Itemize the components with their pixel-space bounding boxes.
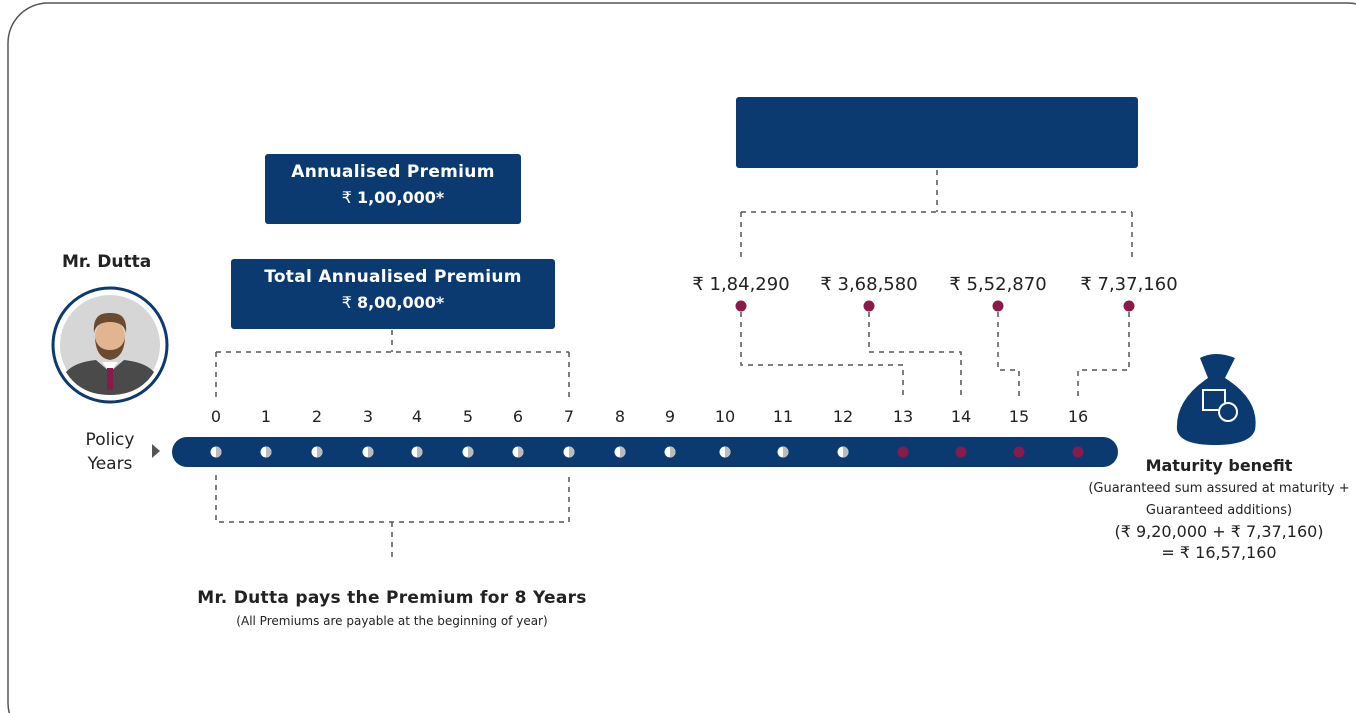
timeline-dot bbox=[363, 447, 374, 458]
year-label: 3 bbox=[348, 407, 388, 426]
header-box bbox=[736, 97, 1138, 168]
maturity-line: (₹ 9,20,000 + ₹ 7,37,160) bbox=[1082, 522, 1356, 542]
box-title: Annualised Premium bbox=[265, 162, 521, 182]
timeline-dot bbox=[838, 447, 849, 458]
payout-amount: ₹ 5,52,870 bbox=[928, 274, 1068, 295]
year-label: 14 bbox=[941, 407, 981, 426]
year-label: 12 bbox=[823, 407, 863, 426]
timeline-dot bbox=[898, 447, 909, 458]
year-label: 6 bbox=[498, 407, 538, 426]
timeline-dot bbox=[412, 447, 423, 458]
year-label: 4 bbox=[397, 407, 437, 426]
year-label: 13 bbox=[883, 407, 923, 426]
payout-dot bbox=[993, 301, 1004, 312]
currency: ₹ bbox=[342, 293, 352, 312]
payment-note: Mr. Dutta pays the Premium for 8 Years (… bbox=[92, 588, 692, 628]
amount: 1,00,000* bbox=[357, 188, 444, 207]
year-label: 2 bbox=[297, 407, 337, 426]
timeline-dot bbox=[564, 447, 575, 458]
year-label: 7 bbox=[549, 407, 589, 426]
arrow bbox=[152, 444, 160, 458]
year-label: 11 bbox=[763, 407, 803, 426]
avatar bbox=[53, 288, 167, 402]
maturity-title: Maturity benefit bbox=[1082, 456, 1356, 475]
timeline-dot bbox=[720, 447, 731, 458]
timeline-dot bbox=[778, 447, 789, 458]
person-name: Mr. Dutta bbox=[62, 252, 151, 272]
timeline-dot bbox=[211, 447, 222, 458]
timeline-label: Policy Years bbox=[70, 428, 150, 476]
page: Mr. Dutta Policy Years Annualised Premiu… bbox=[0, 0, 1356, 713]
payout-amount: ₹ 1,84,290 bbox=[671, 274, 811, 295]
connectors bbox=[216, 170, 1132, 562]
timeline-dot bbox=[956, 447, 967, 458]
timeline-dot bbox=[615, 447, 626, 458]
note-subtitle: (All Premiums are payable at the beginni… bbox=[92, 614, 692, 628]
amount: 8,00,000* bbox=[357, 293, 444, 312]
year-label: 1 bbox=[246, 407, 286, 426]
payout-dot bbox=[736, 301, 747, 312]
maturity-line: = ₹ 16,57,160 bbox=[1082, 542, 1356, 564]
maturity: Maturity benefit (Guaranteed sum assured… bbox=[1082, 456, 1356, 564]
timeline-dot bbox=[261, 447, 272, 458]
year-label: 10 bbox=[705, 407, 745, 426]
timeline-dot bbox=[312, 447, 323, 458]
note-title: Mr. Dutta pays the Premium for 8 Years bbox=[92, 588, 692, 608]
year-label: 9 bbox=[650, 407, 690, 426]
money-bag-icon bbox=[1177, 354, 1256, 445]
timeline-dot bbox=[513, 447, 524, 458]
maturity-line: (Guaranteed sum assured at maturity + Gu… bbox=[1082, 478, 1356, 522]
payout-amount: ₹ 3,68,580 bbox=[799, 274, 939, 295]
timeline-dot bbox=[1014, 447, 1025, 458]
year-label: 16 bbox=[1058, 407, 1098, 426]
timeline-dot bbox=[665, 447, 676, 458]
timeline-dot bbox=[463, 447, 474, 458]
total-premium-box: Total Annualised Premium ₹ 8,00,000* bbox=[231, 259, 555, 329]
box-title: Total Annualised Premium bbox=[231, 267, 555, 287]
year-label: 8 bbox=[600, 407, 640, 426]
year-label: 0 bbox=[196, 407, 236, 426]
currency: ₹ bbox=[342, 188, 352, 207]
annualised-premium-box: Annualised Premium ₹ 1,00,000* bbox=[265, 154, 521, 224]
payout-dot bbox=[1124, 301, 1135, 312]
year-label: 5 bbox=[448, 407, 488, 426]
payout-dot bbox=[864, 301, 875, 312]
payout-amount: ₹ 7,37,160 bbox=[1059, 274, 1199, 295]
year-label: 15 bbox=[999, 407, 1039, 426]
